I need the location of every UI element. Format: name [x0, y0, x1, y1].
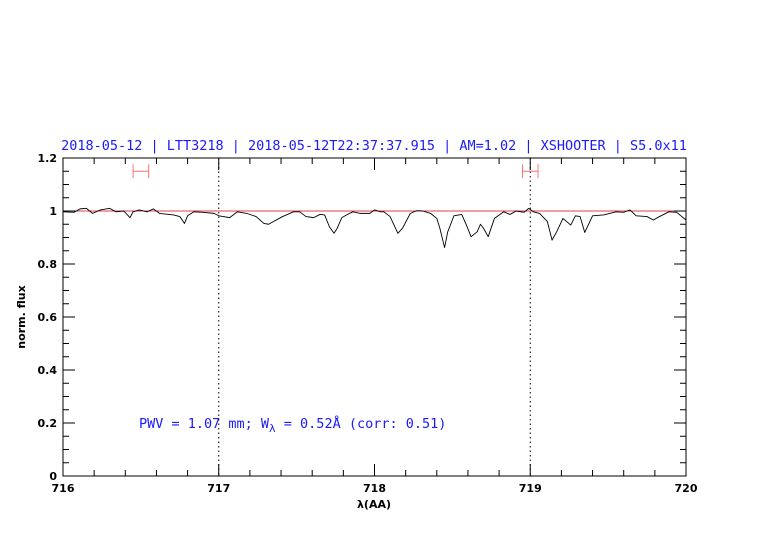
- y-tick-label: 0.6: [38, 311, 58, 324]
- annotation-prefix: PWV = 1.07 mm; W: [139, 416, 270, 432]
- x-tick-label: 718: [363, 482, 386, 495]
- x-tick-label: 720: [675, 482, 698, 495]
- y-tick-label: 0.2: [38, 417, 58, 430]
- pwv-annotation: PWV = 1.07 mm; Wλ = 0.52Å (corr: 0.51): [139, 415, 446, 435]
- y-axis-label: norm. flux: [15, 285, 28, 348]
- y-tick-label: 0.4: [38, 364, 58, 377]
- annotation-suffix: = 0.52Å (corr: 0.51): [276, 415, 447, 432]
- x-tick-label: 717: [207, 482, 230, 495]
- annotation-subscript: λ: [269, 422, 276, 435]
- y-tick-label: 0.8: [38, 258, 58, 271]
- chart-title: 2018-05-12 | LTT3218 | 2018-05-12T22:37:…: [61, 138, 687, 154]
- x-axis-label: λ(AA): [357, 498, 391, 511]
- y-tick-label: 1: [49, 205, 57, 218]
- x-tick-label: 719: [519, 482, 542, 495]
- y-tick-label: 1.2: [38, 152, 58, 165]
- spectrum-line: [62, 207, 687, 249]
- y-tick-label: 0: [49, 470, 57, 483]
- x-tick-label: 716: [52, 482, 75, 495]
